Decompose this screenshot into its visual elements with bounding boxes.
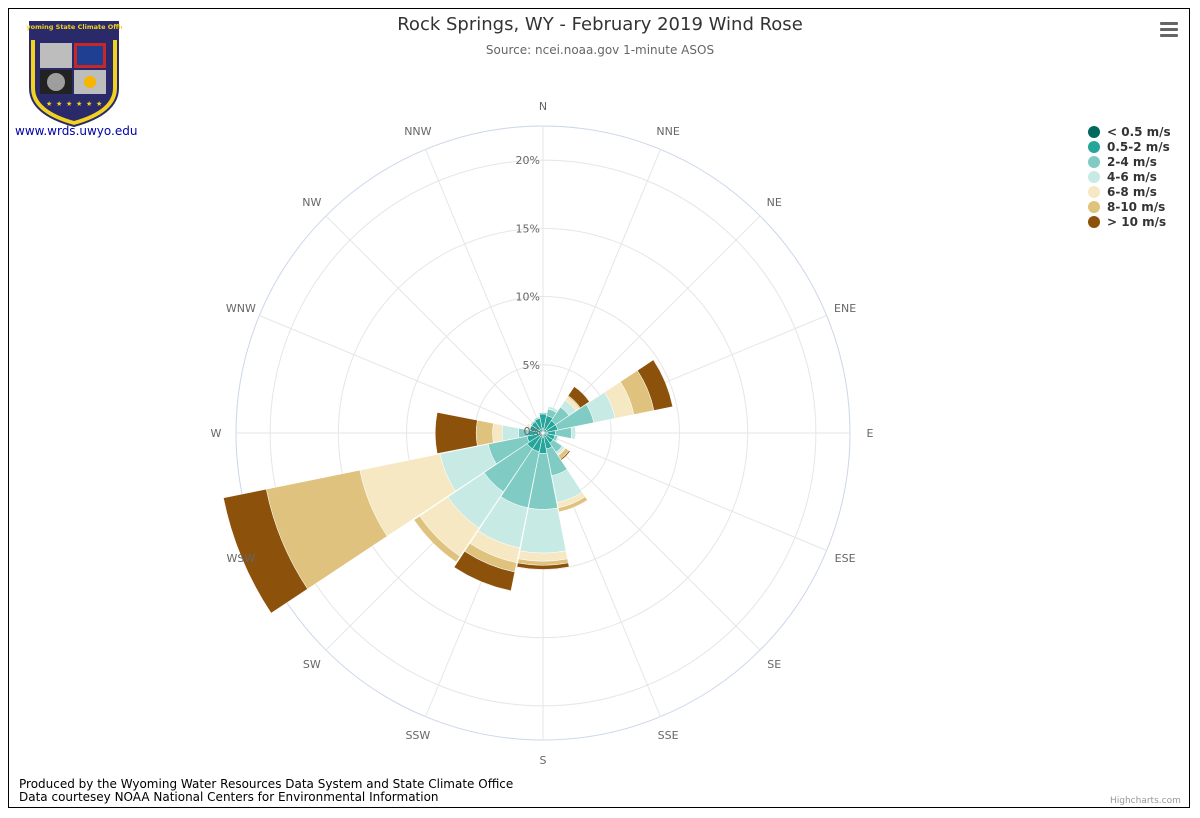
footer-data-source: Data courtesey NOAA National Centers for…	[19, 790, 439, 804]
svg-text:★: ★	[66, 100, 72, 108]
footer-produced-by: Produced by the Wyoming Water Resources …	[19, 777, 514, 791]
direction-label-SE: SE	[767, 658, 781, 671]
direction-label-WSW: WSW	[227, 552, 256, 565]
wind-bar-SSW-series-6	[453, 550, 516, 592]
radial-tick-label: 15%	[516, 222, 540, 235]
legend-item[interactable]: 0.5-2 m/s	[1088, 139, 1171, 154]
direction-label-WNW: WNW	[226, 302, 256, 315]
wind-bar-WSW-series-6	[223, 488, 308, 614]
chart-legend: < 0.5 m/s 0.5-2 m/s 2-4 m/s 4-6 m/s 6-8 m/s 8…	[1088, 124, 1171, 229]
legend-item[interactable]: 6-8 m/s	[1088, 184, 1171, 199]
hamburger-menu-icon	[1160, 22, 1178, 25]
direction-label-W: W	[211, 427, 222, 440]
wind-bar-W-series-4	[492, 423, 504, 443]
legend-label: 0.5-2 m/s	[1107, 139, 1170, 154]
wind-bar-SE-series-6	[560, 450, 571, 461]
legend-label: 4-6 m/s	[1107, 169, 1157, 184]
wind-bar-W-series-6	[435, 412, 478, 454]
angular-gridline	[542, 432, 827, 551]
radial-tick-label: 5%	[523, 359, 540, 372]
angular-gridline	[542, 149, 661, 434]
direction-label-S: S	[540, 754, 547, 767]
legend-label: 8-10 m/s	[1107, 199, 1166, 214]
direction-label-SSW: SSW	[405, 729, 430, 742]
legend-label: < 0.5 m/s	[1107, 124, 1171, 139]
legend-color-dot-icon	[1088, 170, 1100, 183]
chart-subtitle: Source: ncei.noaa.gov 1-minute ASOS	[485, 43, 715, 57]
legend-color-dot-icon	[1088, 155, 1100, 168]
direction-label-NNE: NNE	[656, 125, 679, 138]
angular-gridline	[425, 149, 544, 434]
svg-text:★: ★	[96, 100, 102, 108]
svg-text:★: ★	[86, 100, 92, 108]
direction-label-NNW: NNW	[404, 125, 431, 138]
legend-label: 2-4 m/s	[1107, 154, 1157, 169]
wind-bar-E-series-3	[570, 426, 576, 440]
angular-gridline	[259, 315, 544, 434]
direction-label-ENE: ENE	[834, 302, 856, 315]
legend-color-dot-icon	[1088, 185, 1100, 198]
direction-label-NW: NW	[302, 196, 321, 209]
legend-label: 6-8 m/s	[1107, 184, 1157, 199]
wind-bar-S-series-6	[516, 562, 570, 570]
wind-bar-WNW-series-4	[525, 422, 531, 431]
wind-bar-N-series-2	[538, 412, 548, 415]
legend-label: > 10 m/s	[1107, 214, 1167, 229]
legend-item[interactable]: < 0.5 m/s	[1088, 124, 1171, 139]
direction-label-SW: SW	[303, 658, 321, 671]
logo-text: Wyoming State Climate Office	[26, 23, 122, 31]
angular-gridline	[325, 215, 544, 434]
legend-color-dot-icon	[1088, 125, 1100, 138]
wind-bar-NNW-series-2	[533, 416, 541, 421]
wind-bar-S-series-3	[519, 507, 567, 554]
svg-text:★: ★	[46, 100, 52, 108]
radial-tick-label: 0%	[524, 425, 541, 438]
direction-label-N: N	[539, 100, 547, 113]
legend-color-dot-icon	[1088, 200, 1100, 213]
highcharts-credits[interactable]: Highcharts.com	[1110, 796, 1181, 806]
wind-bar-SSE-series-5	[557, 496, 588, 513]
legend-item[interactable]: 2-4 m/s	[1088, 154, 1171, 169]
radial-tick-label: 20%	[516, 154, 540, 167]
direction-label-SSE: SSE	[658, 729, 679, 742]
wind-bar-NE-series-6	[567, 386, 590, 409]
direction-label-E: E	[867, 427, 874, 440]
legend-item[interactable]: 8-10 m/s	[1088, 199, 1171, 214]
wind-bar-ENE-series-6	[637, 359, 674, 411]
chart-title: Rock Springs, WY - February 2019 Wind Ro…	[397, 14, 803, 35]
wind-bar-SW-series-5	[413, 515, 461, 563]
legend-color-dot-icon	[1088, 215, 1100, 228]
direction-label-ESE: ESE	[835, 552, 856, 565]
chart-context-menu-button[interactable]	[1158, 20, 1180, 40]
angular-gridline	[542, 432, 761, 651]
chart-footer: Produced by the Wyoming Water Resources …	[19, 778, 513, 804]
legend-color-dot-icon	[1088, 140, 1100, 153]
legend-item[interactable]: > 10 m/s	[1088, 214, 1171, 229]
svg-text:★: ★	[76, 100, 82, 108]
direction-label-NE: NE	[767, 196, 782, 209]
climate-office-logo: Wyoming State Climate Office ★ ★ ★ ★ ★ ★	[26, 21, 122, 128]
radial-tick-label: 10%	[516, 291, 540, 304]
svg-text:★: ★	[56, 100, 62, 108]
wind-bar-W-series-5	[475, 419, 494, 447]
legend-item[interactable]: 4-6 m/s	[1088, 169, 1171, 184]
wrds-website-link[interactable]: www.wrds.uwyo.edu	[15, 124, 138, 138]
